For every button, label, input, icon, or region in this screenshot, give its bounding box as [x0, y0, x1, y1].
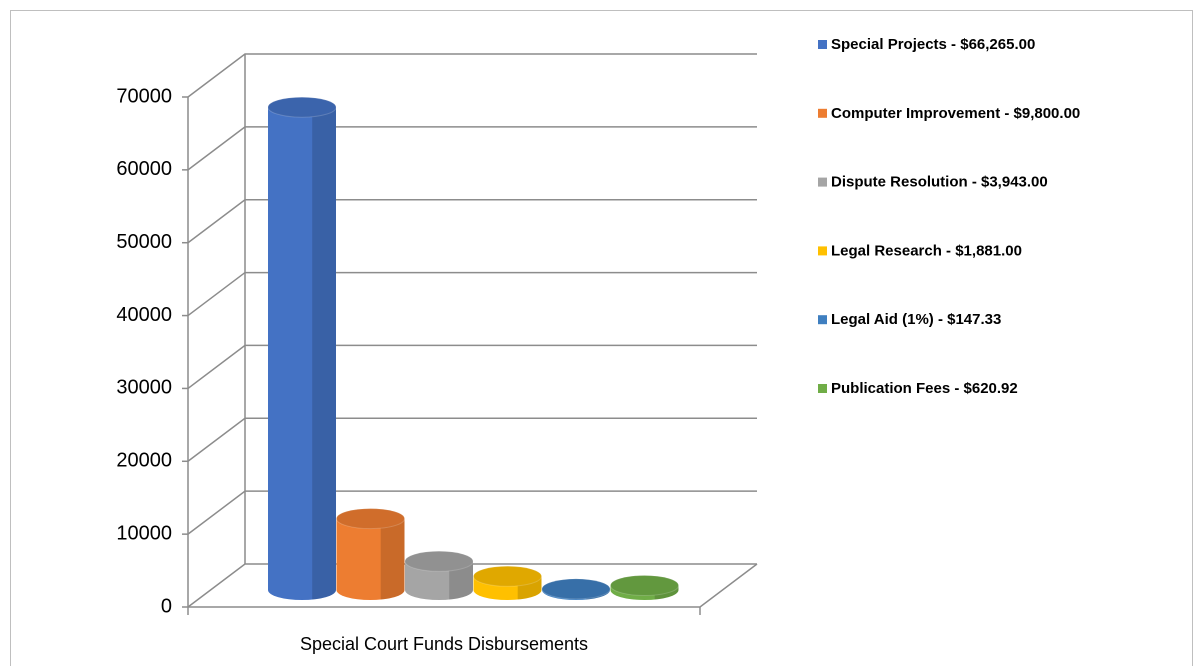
cylinder-top [267, 96, 337, 118]
grid-line [187, 344, 757, 390]
legend-swatch [818, 246, 827, 256]
cylinder-body [336, 518, 405, 600]
y-tick-label: 10000 [116, 522, 172, 544]
legend-swatch [818, 108, 827, 118]
cylinder-body [405, 561, 473, 600]
y-tick-label: 40000 [116, 304, 172, 326]
grid-line [187, 417, 757, 462]
legend-swatch [818, 315, 827, 325]
grid-line [187, 563, 757, 608]
x-tick-label: Special Court Funds Disbursements [300, 634, 588, 654]
cylinder [336, 508, 405, 600]
cylinder-top-shade [336, 508, 405, 529]
legend-swatch [818, 177, 827, 187]
cylinder-top-shade [542, 578, 610, 599]
grid-line [187, 53, 757, 98]
cylinder-top [473, 565, 542, 587]
cylinder [610, 574, 679, 600]
legend-swatch [818, 384, 827, 393]
cylinder-shade [449, 561, 473, 600]
cylinder-top [404, 550, 474, 572]
chart-border [10, 10, 1193, 666]
legend-label: Legal Aid (1%) - $147.33 [831, 311, 1001, 328]
y-tick-label: 0 [161, 595, 172, 617]
y-tick-label: 30000 [116, 377, 172, 399]
cylinder-body [268, 107, 336, 600]
y-tick-label: 70000 [116, 85, 172, 107]
legend-swatch [818, 40, 827, 49]
cylinder-top [336, 508, 405, 530]
cylinder [473, 565, 542, 600]
cylinder-top-shade [610, 575, 679, 596]
y-tick-label: 60000 [116, 158, 172, 180]
legend-label: Publication Fees - $620.92 [831, 380, 1018, 397]
cylinder [541, 578, 611, 600]
grid-line [187, 126, 757, 171]
legend-label: Legal Research - $1,881.00 [831, 242, 1022, 259]
legend-label: Computer Improvement - $9,800.00 [831, 105, 1080, 122]
cylinder-top [541, 578, 611, 600]
legend-label: Special Projects - $66,265.00 [831, 36, 1035, 53]
cylinder [404, 550, 474, 600]
cylinder-top [610, 574, 679, 596]
y-tick-label: 20000 [116, 450, 172, 472]
grid-line [187, 198, 757, 244]
grid-line [187, 271, 757, 317]
grid-line [187, 490, 757, 535]
legend-label: Dispute Resolution - $3,943.00 [831, 174, 1048, 191]
cylinder-shade [312, 107, 336, 600]
cylinder-top-shade [473, 566, 542, 587]
cylinder [267, 96, 337, 600]
cylinder-top-shade [405, 551, 473, 572]
y-tick-label: 50000 [116, 231, 172, 253]
cylinder-top-shade [268, 97, 336, 118]
cylinder-shade [380, 518, 405, 600]
